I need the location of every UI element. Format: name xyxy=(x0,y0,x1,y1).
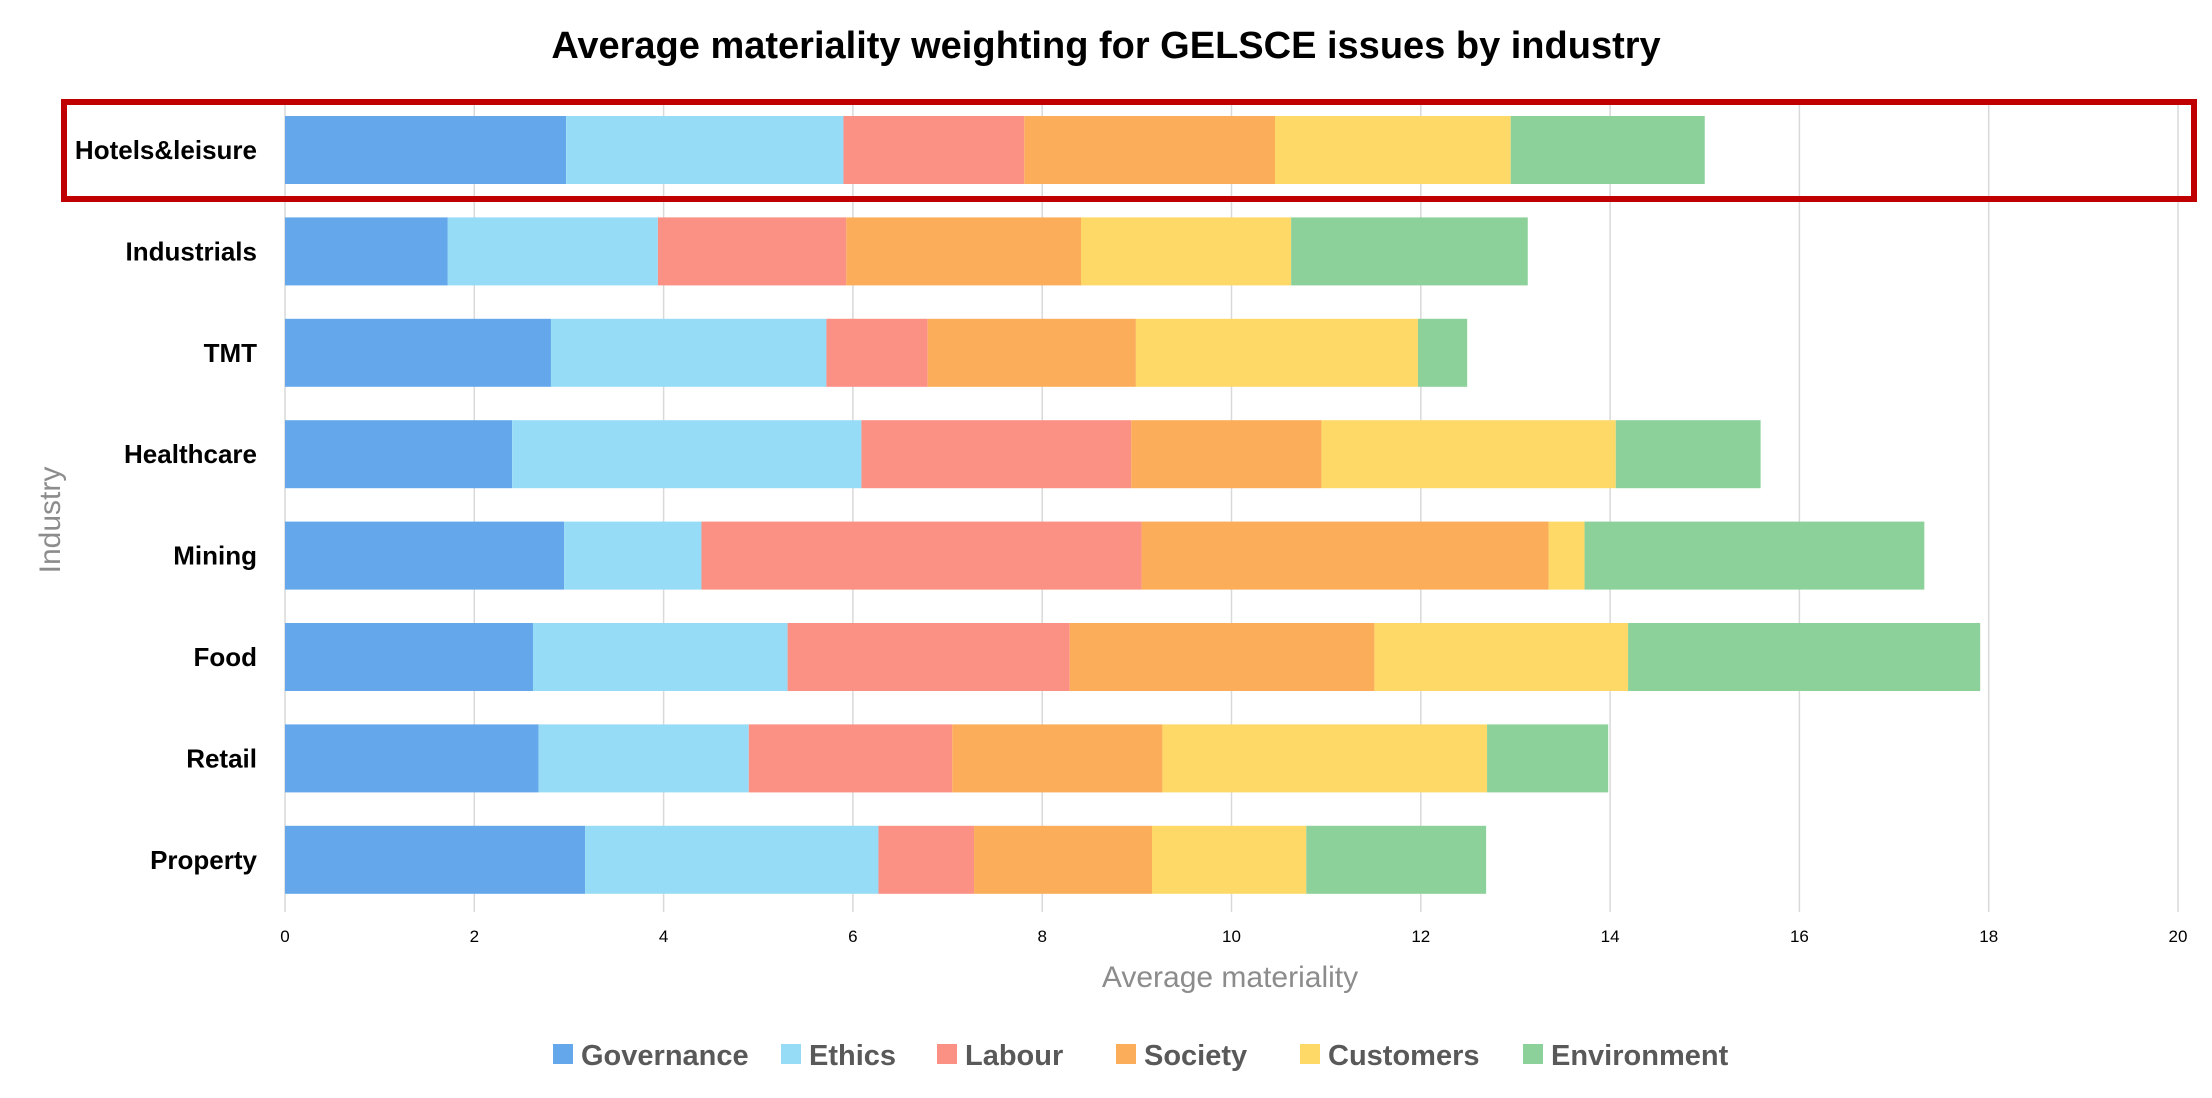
category-label: Industrials xyxy=(126,236,257,266)
bar-segment xyxy=(701,521,1142,590)
bar-segment xyxy=(1628,623,1981,691)
bar-segment xyxy=(1487,724,1609,793)
legend-swatch xyxy=(937,1044,957,1064)
bar-segment xyxy=(787,623,1070,691)
bar-segment xyxy=(1131,420,1322,489)
legend-swatch xyxy=(781,1044,801,1064)
bar-segment xyxy=(447,217,658,286)
chart-title: Average materiality weighting for GELSCE… xyxy=(551,25,1660,67)
x-tick-label: 20 xyxy=(2169,927,2188,946)
category-label: Healthcare xyxy=(124,439,257,469)
bar-segment xyxy=(285,623,533,691)
legend: Governance Ethics Labour Society Customers En… xyxy=(553,1040,1729,1072)
x-tick-label: 8 xyxy=(1037,927,1046,946)
bar-segment xyxy=(1162,724,1488,793)
legend-label: Governance xyxy=(581,1040,749,1072)
y-axis-title: Industry xyxy=(34,467,67,574)
bar-segment xyxy=(1291,217,1528,286)
category-labels: Hotels&leisure Industrials TMT Healthcare Mi… xyxy=(75,135,258,875)
highlight-box xyxy=(61,99,2197,202)
bar-segment xyxy=(843,116,1025,184)
category-label: Retail xyxy=(186,743,257,773)
bar-segment xyxy=(1584,521,1925,590)
legend-label: Environment xyxy=(1551,1040,1729,1072)
bar-segment xyxy=(585,825,879,894)
legend-swatch xyxy=(1116,1044,1136,1064)
x-tick-label: 18 xyxy=(1979,927,1998,946)
legend-label: Customers xyxy=(1328,1040,1480,1072)
bar-segment xyxy=(566,116,844,184)
bar-segment xyxy=(285,116,567,184)
bar-segment xyxy=(285,521,565,590)
bar-segment xyxy=(846,217,1082,286)
category-label: TMT xyxy=(204,338,258,368)
category-label: Mining xyxy=(173,541,257,571)
category-label: Food xyxy=(193,642,257,672)
x-tick-label: 2 xyxy=(470,927,479,946)
bar-segment xyxy=(1081,217,1292,286)
bar-segment xyxy=(861,420,1132,489)
bar-segment xyxy=(1069,623,1375,691)
bar-segment xyxy=(952,724,1163,793)
bar-segment xyxy=(826,318,928,387)
bar-segment xyxy=(538,724,749,793)
bar-segment xyxy=(285,217,448,286)
legend-label: Society xyxy=(1144,1040,1247,1072)
x-tick-label: 12 xyxy=(1411,927,1430,946)
bar-segment xyxy=(748,724,953,793)
bar-segment xyxy=(1374,623,1629,691)
x-tick-label: 16 xyxy=(1790,927,1809,946)
legend-swatch xyxy=(1300,1044,1320,1064)
x-tick-labels: 0 2 4 6 8 10 12 14 16 18 20 xyxy=(280,927,2187,946)
x-tick-label: 0 xyxy=(280,927,289,946)
x-tick-label: 4 xyxy=(659,927,668,946)
bar-segment xyxy=(1306,825,1487,894)
bar-segment xyxy=(927,318,1136,387)
x-tick-label: 10 xyxy=(1222,927,1241,946)
bar-segment xyxy=(1321,420,1616,489)
x-tick-label: 6 xyxy=(848,927,857,946)
bar-segment xyxy=(1135,318,1418,387)
legend-swatch xyxy=(553,1044,573,1064)
x-axis-title: Average materiality xyxy=(1102,961,1358,994)
bar-segment xyxy=(285,318,551,387)
bar-segment xyxy=(657,217,847,286)
bar-segment xyxy=(532,623,788,691)
bar-segment xyxy=(1510,116,1705,184)
bar-segment xyxy=(1548,521,1585,590)
bar-segment xyxy=(285,420,513,489)
bar-segment xyxy=(974,825,1152,894)
bar-segment xyxy=(1615,420,1761,489)
bar-segment xyxy=(1024,116,1276,184)
bar-segment xyxy=(1151,825,1307,894)
bar-segment xyxy=(564,521,702,590)
bar-segment xyxy=(1417,318,1468,387)
legend-label: Labour xyxy=(965,1040,1063,1072)
bar-segment xyxy=(878,825,975,894)
bar-segment xyxy=(512,420,862,489)
bar-segment xyxy=(285,825,586,894)
legend-swatch xyxy=(1523,1044,1543,1064)
legend-label: Ethics xyxy=(809,1040,896,1072)
category-label: Property xyxy=(150,845,257,875)
bar-segment xyxy=(1141,521,1549,590)
bar-segment xyxy=(285,724,539,793)
bar-segment xyxy=(550,318,827,387)
x-tick-label: 14 xyxy=(1601,927,1620,946)
bar-segment xyxy=(1275,116,1511,184)
bars xyxy=(285,116,1981,894)
category-label: Hotels&leisure xyxy=(75,135,257,165)
